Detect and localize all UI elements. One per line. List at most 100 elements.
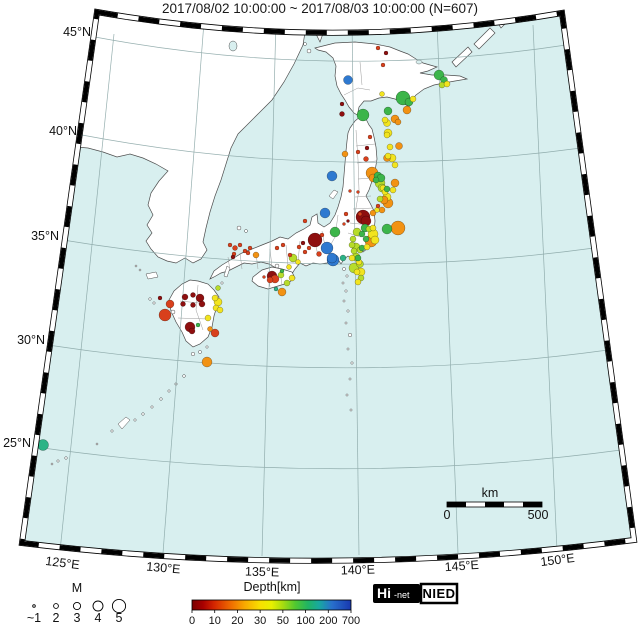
quake-dot [409, 95, 417, 103]
quake-dot [207, 326, 213, 332]
quake-dot [341, 150, 349, 158]
magnitude-sample-label: 4 [95, 611, 102, 625]
quake-dot [374, 207, 380, 213]
quake-dot [380, 62, 386, 68]
lon-label: 145°E [444, 558, 479, 574]
island-sado [328, 189, 339, 200]
quake-dot [402, 105, 412, 115]
island-tsushima [223, 265, 231, 278]
quake-dot [273, 286, 279, 292]
quake-dot [383, 106, 393, 116]
hinet-logo-hi: Hi [377, 585, 391, 601]
earthquake-dots [37, 45, 451, 451]
quake-dot [384, 152, 392, 160]
quake-dot [279, 268, 285, 274]
quake-dot [237, 242, 243, 248]
quake-dot [266, 276, 274, 284]
quake-dot [277, 287, 287, 297]
quake-dot [190, 302, 196, 308]
lat-label: 45°N [63, 25, 91, 39]
quake-dot [326, 252, 338, 264]
magnitude-sample-label: 2 [53, 611, 60, 625]
lat-label: 30°N [17, 333, 45, 347]
map-interior [22, 12, 634, 561]
quake-dot [288, 274, 296, 282]
quake-dot [158, 308, 172, 322]
magnitude-sample-circle [53, 603, 59, 609]
nied-logo-box [419, 582, 459, 605]
quake-dot [389, 186, 397, 194]
quake-dot [210, 328, 220, 338]
quake-dot [307, 232, 323, 248]
quake-dot [443, 80, 451, 88]
scale-bar-end: 500 [528, 508, 549, 522]
map-title: 2017/08/02 10:00:00 ~ 2017/08/03 10:00:0… [162, 1, 478, 16]
lake-khanka [228, 40, 238, 52]
depth-tick-label: 100 [296, 615, 314, 626]
quake-dot [286, 264, 292, 270]
depth-tick-label: 50 [277, 615, 289, 626]
quake-dot [356, 108, 370, 122]
depth-legend-title: Depth[km] [244, 580, 301, 594]
magnitude-sample-circle [111, 598, 127, 614]
quake-dot [180, 301, 186, 307]
quake-dot [343, 75, 353, 85]
quake-dot [339, 101, 345, 107]
island-oki-2 [244, 229, 248, 233]
magnitude-sample-label: ~1 [27, 611, 41, 625]
land-kyushu [168, 279, 220, 348]
quake-dot [215, 285, 221, 291]
quake-dot [394, 118, 402, 126]
nied-logo-text: NIED [422, 586, 455, 601]
quake-dot [381, 223, 393, 235]
magnitude-sample-label: 3 [74, 611, 81, 625]
quake-dot [372, 176, 380, 184]
depth-colorbar [191, 599, 352, 611]
quake-dot [319, 207, 331, 219]
longitude-labels: 125°E 130°E 135°E 140°E 145°E 150°E [45, 551, 576, 579]
quake-dot [280, 242, 286, 248]
lon-label: 140°E [341, 563, 376, 578]
lon-label: 125°E [45, 554, 81, 572]
quake-dot [216, 306, 224, 314]
magnitude-sample-label: 5 [116, 611, 123, 625]
quake-dot [379, 91, 385, 97]
magnitude-sample-circle [32, 604, 36, 608]
quake-dot [362, 235, 370, 243]
quake-dot [358, 230, 366, 238]
quake-dot [386, 143, 394, 151]
quake-dot [247, 245, 253, 251]
quake-dot [348, 241, 356, 249]
magnitude-sample-circle [72, 601, 82, 611]
quake-dot [350, 247, 358, 255]
scale-bar-unit: km [482, 486, 499, 500]
lon-label: 130°E [146, 560, 181, 577]
quake-dot [326, 170, 338, 182]
quake-dot [375, 203, 381, 209]
small-islands-west [134, 264, 224, 315]
quake-dot [376, 195, 384, 203]
quake-dot [378, 206, 386, 214]
quake-dot [302, 249, 308, 255]
island-rebun [303, 42, 307, 46]
lon-label: 135°E [245, 565, 280, 580]
lat-label: 35°N [31, 229, 59, 243]
quake-dot [316, 251, 322, 257]
depth-tick-label: 20 [231, 615, 243, 626]
quake-dot [195, 322, 201, 328]
quake-dot [364, 145, 370, 151]
quake-dot [349, 235, 357, 243]
quake-dot [356, 190, 360, 194]
quake-dot [188, 327, 196, 335]
quake-dot [375, 45, 381, 51]
quake-dot [390, 220, 406, 236]
quake-dot [245, 250, 251, 256]
quake-dot [320, 241, 334, 255]
quake-dot [198, 300, 206, 308]
quake-dot [381, 116, 389, 124]
magnitude-legend-title: M [72, 581, 82, 595]
quake-dot [190, 292, 196, 298]
quake-dot [342, 222, 346, 226]
quake-dot [383, 185, 391, 193]
